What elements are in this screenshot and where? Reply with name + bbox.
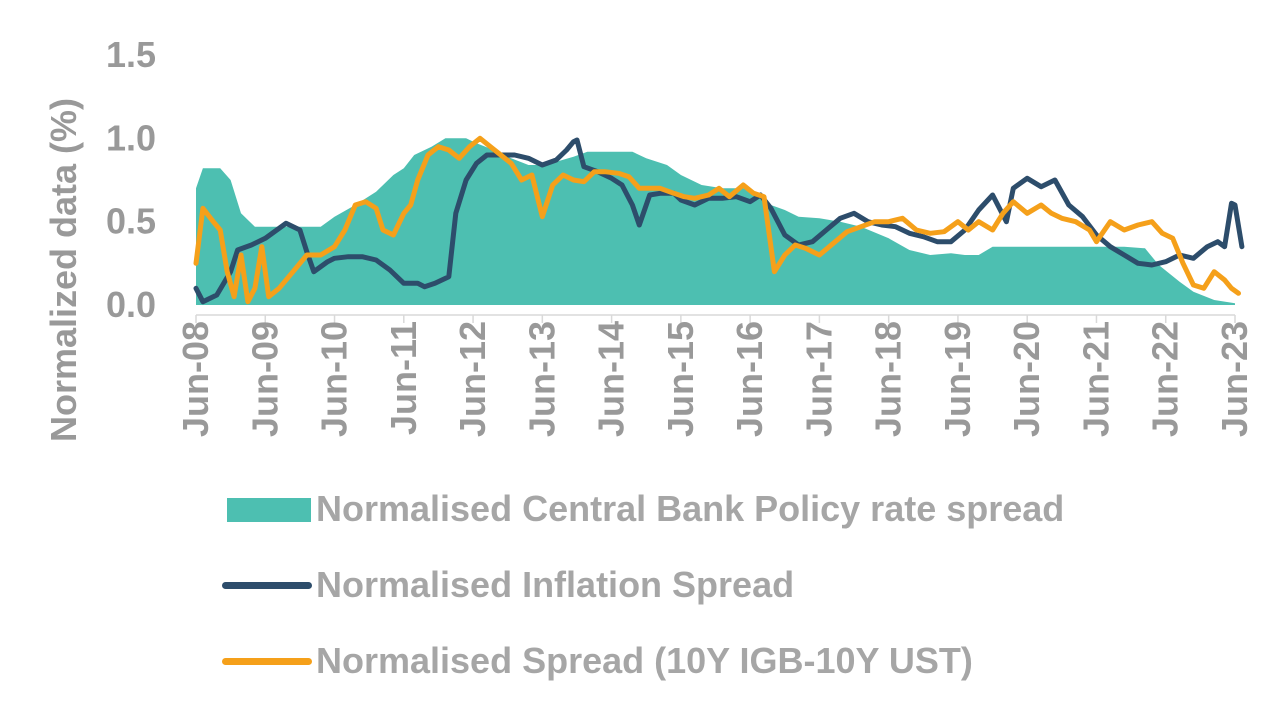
x-tick-label: Jun-19	[937, 321, 978, 437]
x-tick-label: Jun-20	[1006, 321, 1047, 437]
x-tick-label: Jun-11	[383, 321, 424, 435]
line-series-layer	[193, 135, 1245, 305]
series-line-bond-spread	[193, 135, 1241, 305]
y-tick-label: 0.0	[106, 284, 156, 325]
legend-swatch	[227, 498, 311, 522]
legend-label: Normalised Inflation Spread	[316, 564, 795, 605]
legend-label: Normalised Spread (10Y IGB-10Y UST)	[316, 640, 973, 681]
x-tick-label: Jun-21	[1076, 321, 1117, 437]
x-tick-label: Jun-15	[660, 321, 701, 437]
x-tick-label: Jun-16	[729, 321, 770, 437]
x-tick-label: Jun-13	[521, 321, 562, 437]
legend-swatch	[222, 582, 312, 589]
series-area-policy-rate-spread	[196, 138, 1235, 305]
x-tick-label: Jun-12	[452, 321, 493, 437]
x-tick-label: Jun-08	[175, 321, 216, 437]
x-tick-label: Jun-18	[868, 321, 909, 437]
x-tick-label: Jun-09	[244, 321, 285, 437]
y-tick-label: 1.5	[106, 34, 156, 75]
x-tick-label: Jun-22	[1145, 321, 1186, 437]
area-series-layer	[196, 138, 1235, 305]
y-tick-label: 1.0	[106, 117, 156, 158]
legend-swatch	[222, 658, 312, 665]
legend-label: Normalised Central Bank Policy rate spre…	[316, 488, 1065, 529]
y-axis-label: Normalized data (%)	[43, 98, 84, 442]
y-tick-label: 0.5	[106, 201, 156, 242]
chart: Jun-08 Jun-09 Jun-10 Jun-11 Jun-12 Jun-13 Jun-…	[43, 34, 1255, 442]
axes-layer: Jun-08 Jun-09 Jun-10 Jun-11 Jun-12 Jun-13 Jun-…	[106, 34, 1255, 437]
x-tick-label: Jun-23	[1214, 321, 1255, 437]
x-tick-label: Jun-10	[314, 321, 355, 437]
x-tick-label: Jun-17	[798, 321, 839, 437]
x-tick-label: Jun-14	[591, 321, 632, 437]
